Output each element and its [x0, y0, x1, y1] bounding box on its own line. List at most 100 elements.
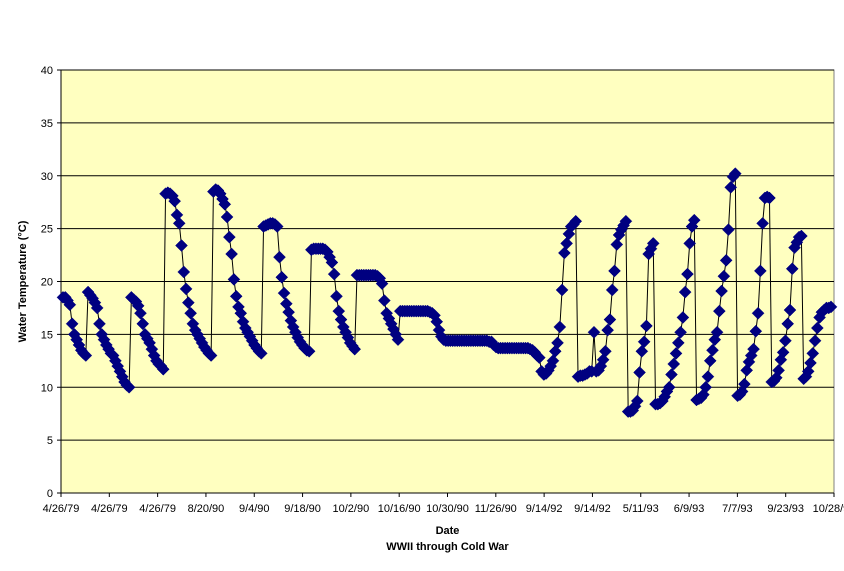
data-point [781, 317, 795, 331]
data-point [553, 320, 567, 334]
data-point [646, 237, 660, 250]
data-point [601, 323, 615, 337]
data-point [229, 289, 243, 303]
data-point [608, 264, 621, 278]
data-point [728, 167, 742, 180]
data-point [330, 289, 343, 303]
data-point [560, 237, 573, 250]
data-point [669, 347, 683, 360]
y-tick-label: 5 [47, 435, 53, 447]
x-axis-title: Date [436, 525, 460, 537]
x-tick-label: 10/2/90 [333, 503, 370, 515]
x-tick-labels: 4/26/79 4/26/79 4/26/79 8/20/90 9/4/90 9/18/9… [43, 503, 844, 515]
data-point [65, 317, 79, 331]
data-point [277, 286, 291, 300]
x-tick-label: 4/26/79 [43, 503, 80, 515]
data-point [558, 246, 571, 260]
x-tick-label: 11/26/90 [475, 503, 517, 515]
data-point [706, 343, 719, 357]
data-point [763, 191, 776, 205]
x-tick-label: 9/4/90 [239, 503, 270, 515]
data-point [175, 239, 188, 252]
x-tick-label: 7/7/93 [722, 503, 753, 515]
data-point [302, 344, 316, 358]
x-tick-label: 9/23/93 [767, 503, 804, 515]
data-point [776, 345, 790, 359]
y-tick-label: 20 [41, 277, 53, 289]
y-tick-labels: 0 5 10 15 20 25 30 35 40 [41, 65, 53, 500]
x-tick-label: 9/14/92 [526, 503, 563, 515]
axes [57, 69, 835, 497]
x-tick-label: 9/18/90 [284, 503, 321, 515]
data-point [738, 377, 751, 391]
data-point [717, 269, 731, 283]
data-point [551, 336, 564, 350]
data-point [79, 349, 93, 362]
data-point [275, 270, 289, 284]
data-point [756, 216, 769, 230]
data-point [325, 256, 339, 269]
y-tick-label: 40 [41, 65, 53, 77]
data-point [676, 311, 690, 324]
data-point [270, 220, 284, 233]
data-point [599, 344, 612, 358]
data-point [569, 214, 583, 228]
y-tick-label: 15 [41, 329, 53, 341]
x-tick-label: 9/14/92 [574, 503, 611, 515]
data-point [227, 273, 241, 286]
x-tick-label: 10/16/90 [378, 503, 421, 515]
data-point [712, 304, 726, 318]
data-point [619, 214, 633, 228]
data-point [722, 223, 735, 237]
data-point [168, 194, 182, 208]
data-point [772, 363, 785, 377]
data-point [749, 324, 763, 338]
data-point [795, 229, 808, 243]
data-point [751, 306, 765, 320]
x-tick-label: 10/30/90 [426, 503, 469, 515]
x-axis-subtitle: WWII through Cold War [386, 541, 509, 553]
data-point [179, 282, 193, 296]
data-point [785, 262, 799, 276]
series-points [56, 167, 838, 418]
data-point [783, 303, 797, 317]
data-point [662, 380, 676, 394]
data-point [348, 342, 362, 356]
data-point [177, 265, 191, 279]
data-point [220, 210, 234, 224]
x-tick-label: 5/11/93 [623, 503, 659, 515]
data-point [687, 213, 701, 227]
data-point [630, 394, 644, 408]
x-tick-label: 8/20/90 [188, 503, 225, 515]
data-point [747, 342, 760, 356]
data-point [254, 347, 268, 360]
data-point [90, 301, 104, 315]
y-tick-label: 35 [41, 118, 53, 130]
data-point [223, 230, 236, 244]
data-point [225, 247, 238, 261]
data-point [806, 347, 820, 360]
y-tick-label: 30 [41, 171, 53, 183]
x-tick-label: 10/28/93 [813, 503, 844, 515]
data-point [753, 264, 767, 278]
data-point [724, 181, 738, 194]
data-point [587, 325, 601, 339]
data-point [375, 277, 389, 290]
data-point [204, 349, 218, 362]
data-point [667, 357, 681, 371]
data-point [810, 321, 824, 335]
data-point [184, 306, 197, 320]
data-point [377, 294, 391, 307]
data-point [715, 284, 728, 298]
data-point [635, 344, 649, 358]
data-point [134, 306, 147, 320]
data-point [671, 336, 685, 350]
data-point [665, 368, 678, 381]
data-point [824, 300, 838, 314]
data-point [710, 325, 724, 339]
data-point [699, 380, 713, 394]
x-tick-label: 6/9/93 [674, 503, 705, 515]
data-point [63, 298, 77, 312]
x-tick-label: 4/26/79 [139, 503, 176, 515]
